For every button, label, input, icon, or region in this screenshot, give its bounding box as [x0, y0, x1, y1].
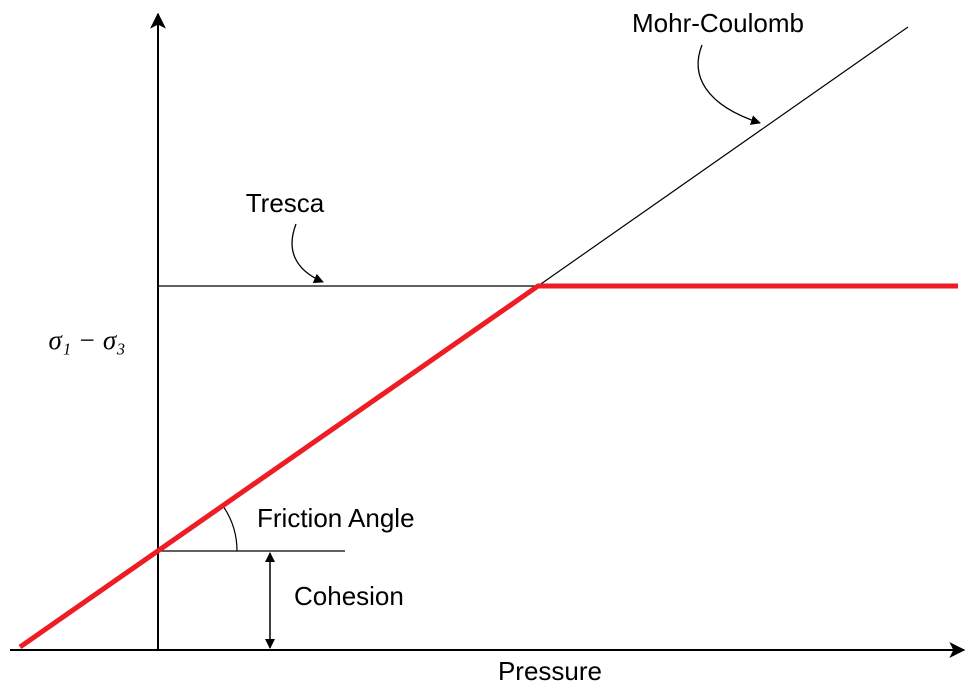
callout-arrow	[697, 44, 761, 125]
y-axis-label: σ₁ − σ₃	[48, 325, 125, 355]
mohr-coulomb-label: Mohr-Coulomb	[632, 8, 804, 38]
friction-angle-label: Friction Angle	[257, 503, 415, 533]
x-axis-label: Pressure	[498, 656, 602, 686]
callout-arrow	[291, 223, 324, 284]
mohr-coulomb-line	[537, 26, 909, 287]
tresca-label: Tresca	[246, 188, 325, 218]
angle-arc	[222, 505, 238, 552]
cohesion-label: Cohesion	[294, 581, 404, 611]
yield-envelope	[18, 283, 958, 650]
